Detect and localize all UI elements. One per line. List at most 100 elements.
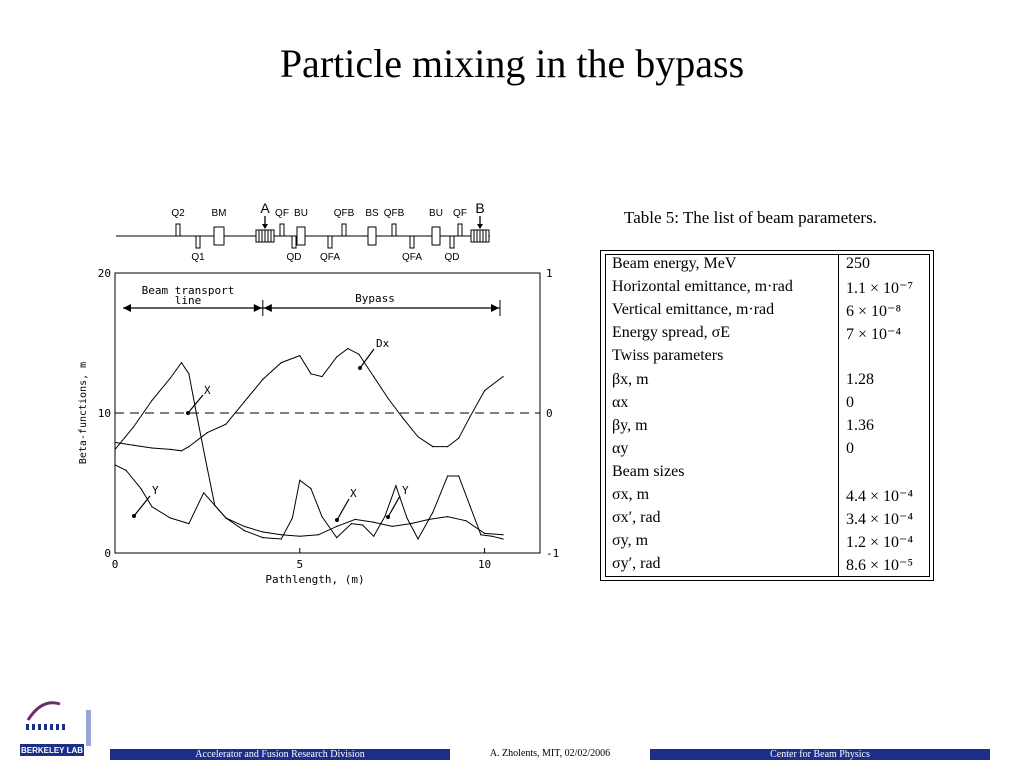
parameter-name: Beam energy, MeV [612, 255, 737, 272]
footer-right: Center for Beam Physics [650, 749, 990, 760]
parameter-value: 1.1 × 10⁻⁷ [846, 280, 914, 298]
lattice-label-bottom: Q1 [191, 252, 205, 263]
lattice-label-top: QFB [334, 208, 355, 219]
slide-title: Particle mixing in the bypass [279, 41, 745, 86]
berkeley-lab-logo: BERKELEY LAB [20, 701, 91, 756]
parameter-name: αx [612, 393, 629, 411]
series-path [114, 464, 504, 541]
lattice-element [341, 223, 347, 237]
parameter-value: 250 [846, 255, 870, 272]
curve-label: Dx [376, 337, 390, 350]
parameter-value: 1.36 [846, 416, 874, 434]
lattice-label-bottom: QD [445, 252, 460, 263]
curve-pointer-head [132, 514, 136, 518]
logo-text: BERKELEY LAB [21, 746, 83, 755]
y-tick-label: 20 [98, 267, 111, 280]
curve-label: X [350, 487, 357, 500]
table-row: σy, m 1.2 × 10⁻⁴ [612, 532, 932, 555]
parameter-name: Horizontal emittance, m·rad [612, 278, 793, 296]
chart-series [114, 348, 504, 541]
curve-pointer-head [386, 515, 390, 519]
table-row: Twiss parameters [612, 347, 932, 370]
lattice-label-top: BM [212, 208, 227, 219]
y2-tick-label: 1 [546, 267, 553, 280]
curve-label: Y [402, 484, 409, 497]
parameter-name: σx, m [612, 486, 650, 503]
lattice-label-top: BU [294, 208, 308, 219]
table-row: Beam energy, MeV 250 [612, 255, 932, 278]
arrowhead [263, 304, 272, 312]
table-column-divider [838, 254, 839, 577]
transport-region-label: Beam transport [142, 284, 235, 297]
series-line-3 [114, 464, 504, 541]
marker-arrowhead [262, 224, 268, 229]
lattice-label-top: QF [453, 208, 467, 219]
table-frame [600, 250, 934, 581]
y2-tick-label: 0 [546, 407, 553, 420]
lattice-element [409, 235, 415, 249]
bypass-region-label: Bypass [355, 292, 395, 305]
lattice-label-bottom: QD [287, 252, 302, 263]
table-row: Vertical emittance, m·rad 6 × 10⁻⁸ [612, 301, 932, 324]
parameter-name: Energy spread, σE [612, 324, 731, 342]
parameter-name: Twiss parameters [612, 347, 724, 365]
table-row: αx 0 [612, 394, 932, 417]
parameter-name: σx′, rad [612, 509, 661, 527]
table-caption: Table 5: The list of beam parameters. [624, 208, 877, 227]
lattice-label-top: QF [275, 208, 289, 219]
parameter-value: 8.6 × 10⁻⁵ [846, 557, 914, 575]
footer-middle: A. Zholents, MIT, 02/02/2006 [489, 748, 611, 759]
lattice-element [291, 235, 297, 249]
series-line-1 [114, 348, 504, 452]
x-tick-label: 5 [296, 558, 303, 571]
x-tick-label: 0 [112, 558, 119, 571]
parameter-value: 1.2 × 10⁻⁴ [846, 534, 914, 552]
chart-axes: 0 5 10 0 10 20 -1 0 1 Pathlength, (m) Beta-functio… [78, 267, 559, 586]
lattice-diagram: Q2 BM QF BU QFB BS QFB BU QF Q1 QD QFA QFA QD A B [116, 200, 490, 263]
x-tick-label: 10 [478, 558, 491, 571]
table-row: βy, m 1.36 [612, 417, 932, 440]
arrowhead [253, 304, 262, 312]
parameter-name: Beam sizes [612, 462, 685, 480]
lattice-element [431, 226, 441, 246]
lattice-element [195, 235, 201, 249]
table-row: σx′, rad 3.4 × 10⁻⁴ [612, 509, 932, 532]
curve-pointer-head [335, 518, 339, 522]
parameter-value: 4.4 × 10⁻⁴ [846, 488, 914, 505]
parameter-name: αy [612, 439, 629, 457]
lattice-element [213, 226, 225, 246]
curve-pointer-head [358, 366, 362, 370]
curve-pointer [187, 394, 204, 414]
lattice-element [449, 235, 455, 249]
lattice-element [327, 235, 333, 249]
lattice-label-top: BS [365, 208, 379, 219]
table-row: αy 0 [612, 440, 932, 463]
curve-label: Y [152, 484, 159, 497]
y-tick-label: 10 [98, 407, 111, 420]
lattice-element [391, 223, 397, 237]
parameter-value: 1.28 [846, 370, 874, 388]
parameter-value: 0 [846, 393, 854, 411]
curve-pointer [133, 495, 151, 517]
footer-left: Accelerator and Fusion Research Division [110, 749, 450, 760]
lattice-label-top: QFB [384, 208, 405, 219]
parameter-name: Vertical emittance, m·rad [612, 301, 775, 319]
parameter-value: 0 [846, 439, 854, 457]
curve-label: X [204, 384, 211, 397]
parameter-value: 3.4 × 10⁻⁴ [846, 511, 914, 529]
arrowhead [123, 304, 131, 312]
table-inner-frame [605, 254, 930, 577]
lattice-element [175, 223, 181, 237]
lattice-element [279, 223, 285, 237]
parameter-name: βx, m [612, 370, 649, 388]
table-row: Beam sizes [612, 463, 932, 486]
y-tick-label: 0 [104, 547, 111, 560]
parameter-value: 7 × 10⁻⁴ [846, 326, 902, 344]
curve-pointer [336, 498, 350, 521]
lattice-label-bottom: QFA [320, 252, 340, 263]
series-path [114, 348, 504, 452]
curve-pointer [359, 348, 375, 369]
parameter-value: 6 × 10⁻⁸ [846, 303, 902, 321]
lattice-label-bottom: QFA [402, 252, 422, 263]
y2-tick-label: -1 [546, 547, 559, 560]
